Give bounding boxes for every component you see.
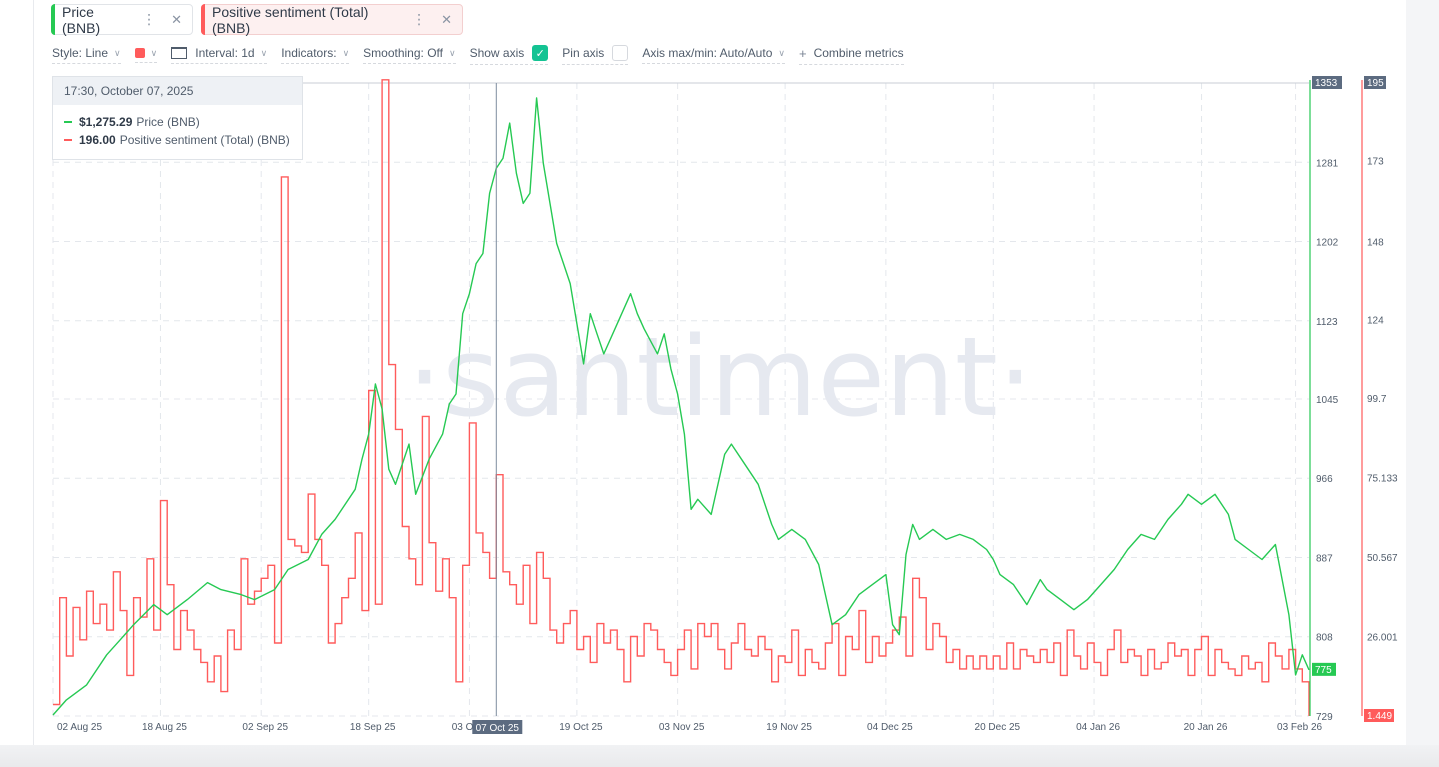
show-axis-label: Show axis	[469, 46, 525, 60]
chevron-down-icon: ∨	[448, 47, 456, 58]
chevron-down-icon: ∨	[342, 47, 350, 58]
axis-maxmin-dropdown[interactable]: Axis max/min: Auto/Auto ∨	[642, 46, 785, 64]
metric-tab-sentiment[interactable]: Positive sentiment (Total) (BNB) ⋮ ✕	[201, 3, 463, 36]
color-dropdown[interactable]: ∨	[134, 47, 158, 63]
x-tick-label: 20 Jan 26	[1184, 722, 1228, 733]
hover-date-badge-bg	[472, 720, 523, 734]
metric-color-bar	[51, 4, 55, 35]
x-tick-label: 19 Nov 25	[766, 722, 812, 733]
combine-metrics-button[interactable]: + Combine metrics	[798, 45, 904, 65]
interval-label: Interval: 1d	[195, 46, 255, 60]
hover-tooltip: 17:30, October 07, 2025 $1,275.29 Price …	[52, 76, 303, 160]
y-tick-sentiment: 148	[1367, 238, 1384, 249]
y-tick-sentiment: 173	[1367, 157, 1384, 168]
watermark: ·santiment·	[407, 313, 1033, 441]
y-tick-sentiment: 99.7	[1367, 394, 1387, 405]
style-label: Style: Line	[52, 46, 109, 60]
y-tick-price: 966	[1316, 474, 1333, 485]
indicators-label: Indicators:	[281, 46, 337, 60]
checkbox-unchecked-icon[interactable]	[612, 45, 629, 61]
x-tick-label: 02 Sep 25	[242, 722, 288, 733]
tooltip-time: 17:30, October 07, 2025	[53, 77, 302, 105]
tooltip-row-sentiment: 196.00 Positive sentiment (Total) (BNB)	[53, 133, 302, 147]
more-icon[interactable]: ⋮	[412, 11, 426, 27]
axis-maxmin-label: Axis max/min: Auto/Auto	[642, 46, 773, 60]
series-line-price	[52, 97, 1310, 716]
y-tick-sentiment: 26.001	[1367, 633, 1398, 644]
page-footer-shadow	[0, 745, 1439, 767]
y-tick-price: 887	[1316, 553, 1333, 564]
metric-tab-label: Price (BNB)	[62, 3, 101, 36]
smoothing-dropdown[interactable]: Smoothing: Off ∨	[363, 46, 456, 64]
axes-layer: 7298088879661045112312021281136026.00150…	[1309, 76, 1398, 723]
chart-area[interactable]: ·santiment· 729 808 887 966 1045 1123 1202 1281…	[0, 0, 1439, 745]
tooltip-series-name: Positive sentiment (Total) (BNB)	[119, 133, 290, 147]
chevron-down-icon: ∨	[778, 47, 785, 58]
tooltip-value: $1,275.29	[79, 115, 133, 129]
metric-tab-price[interactable]: Price (BNB) ⋮ ✕	[51, 3, 193, 36]
x-tick-label: 03 Feb 26	[1277, 722, 1322, 733]
y-tick-sentiment: 75.133	[1367, 473, 1398, 484]
x-tick-label: 04 Jan 26	[1076, 722, 1120, 733]
y-tick-price: 1202	[1316, 238, 1339, 249]
series-color-icon	[64, 121, 72, 123]
price-last-badge: 775	[1315, 665, 1332, 676]
y-tick-sentiment: 124	[1367, 315, 1384, 326]
x-tick-label: 20 Dec 25	[975, 722, 1021, 733]
sentiment-top-badge-bg	[1364, 76, 1386, 89]
x-tick-label: 02 Aug 25	[57, 722, 102, 733]
style-dropdown[interactable]: Style: Line ∨	[52, 46, 121, 64]
combine-metrics-label: Combine metrics	[813, 46, 904, 60]
y-tick-price: 729	[1316, 712, 1333, 723]
color-swatch-icon	[134, 48, 145, 58]
calendar-icon	[171, 47, 188, 59]
plus-icon: +	[798, 45, 807, 61]
tooltip-series-name: Price (BNB)	[136, 115, 200, 129]
x-tick-label: 19 Oct 25	[559, 722, 603, 733]
x-tick-label: 04 Dec 25	[867, 722, 913, 733]
y-tick-price: 1045	[1316, 395, 1339, 406]
price-last-badge-bg	[1312, 662, 1336, 676]
show-axis-toggle[interactable]: Show axis ✓	[469, 45, 549, 65]
close-icon[interactable]: ✕	[171, 11, 182, 27]
metric-tab-label: Positive sentiment (Total) (BNB)	[212, 3, 369, 36]
pin-axis-label: Pin axis	[562, 46, 605, 60]
series-layer	[52, 79, 1310, 716]
series-line-sentiment	[53, 79, 1310, 716]
metric-color-bar	[201, 4, 205, 35]
sentiment-last-badge-bg	[1364, 709, 1394, 722]
y-tick-price: 1281	[1316, 158, 1339, 169]
sidebar-edge	[0, 0, 34, 767]
sentiment-top-badge: 195	[1367, 78, 1384, 89]
interval-dropdown[interactable]: Interval: 1d ∨	[171, 46, 268, 64]
x-tick-label: 18 Aug 25	[142, 722, 187, 733]
chevron-down-icon: ∨	[150, 47, 158, 58]
chart-toolbar: Style: Line ∨ ∨ Interval: 1d ∨ Indicator…	[52, 45, 918, 65]
series-color-icon	[64, 139, 72, 141]
x-tick-label: 18 Sep 25	[350, 722, 396, 733]
y-tick-price: 808	[1316, 633, 1333, 644]
pin-axis-toggle[interactable]: Pin axis	[562, 45, 629, 65]
chevron-down-icon: ∨	[114, 47, 121, 58]
sentiment-last-badge: 1.449	[1367, 711, 1392, 722]
tooltip-row-price: $1,275.29 Price (BNB)	[53, 115, 302, 129]
x-tick-label: 03 Nov 25	[659, 722, 705, 733]
chevron-down-icon: ∨	[260, 47, 268, 58]
y-tick-price: 1123	[1316, 317, 1338, 328]
price-top-badge-bg	[1312, 76, 1342, 89]
y-tick-sentiment: 50.567	[1367, 553, 1398, 564]
tooltip-value: 196.00	[79, 133, 116, 147]
indicators-dropdown[interactable]: Indicators: ∨	[281, 46, 350, 64]
close-icon[interactable]: ✕	[441, 11, 452, 27]
price-top-badge: 1353	[1315, 78, 1338, 89]
hover-date-badge: 07 Oct 25	[476, 723, 520, 734]
smoothing-label: Smoothing: Off	[363, 46, 443, 60]
more-icon[interactable]: ⋮	[142, 11, 156, 27]
checkbox-checked-icon[interactable]: ✓	[532, 45, 549, 61]
